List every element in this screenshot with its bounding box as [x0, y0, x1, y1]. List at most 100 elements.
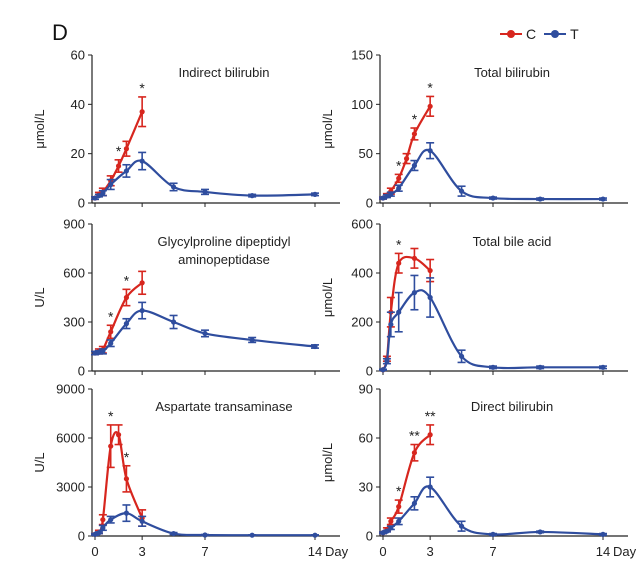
significance-marker: *	[427, 79, 433, 95]
data-point-c	[123, 294, 130, 301]
data-point-t	[108, 181, 114, 188]
data-point-c	[411, 255, 418, 261]
significance-marker: **	[409, 428, 420, 444]
data-point-t	[388, 525, 394, 531]
data-point-t	[202, 330, 208, 337]
data-point-t	[380, 367, 386, 373]
legend-label-c: C	[526, 26, 537, 42]
data-point-t	[170, 530, 177, 537]
data-point-c	[139, 280, 145, 286]
data-point-c	[108, 329, 114, 335]
y-tick-label: 0	[366, 529, 373, 544]
data-point-t	[108, 517, 114, 523]
data-point-t	[249, 337, 255, 343]
y-axis-label: μmol/L	[320, 443, 335, 482]
data-point-t	[411, 162, 418, 169]
data-point-t	[458, 188, 465, 194]
y-tick-label: 20	[71, 146, 85, 161]
y-tick-label: 30	[359, 480, 373, 495]
y-axis-label: μmol/L	[320, 278, 335, 317]
data-point-t	[427, 148, 433, 154]
data-point-t	[202, 532, 208, 538]
chart-title: Indirect bilirubin	[178, 65, 269, 80]
data-point-t	[170, 184, 177, 190]
data-point-c	[427, 432, 433, 438]
data-point-t	[396, 518, 402, 524]
significance-marker: *	[139, 80, 145, 96]
data-point-c	[115, 163, 122, 169]
x-tick-label: 14	[308, 544, 322, 559]
y-tick-label: 0	[366, 364, 373, 379]
data-point-c	[396, 504, 402, 510]
data-point-t	[427, 294, 433, 301]
data-point-t	[490, 364, 496, 370]
data-point-t	[384, 358, 390, 364]
data-point-c	[411, 450, 418, 456]
data-point-c	[100, 517, 106, 523]
chart-title: Glycylproline dipeptidyl	[158, 234, 291, 249]
data-point-t	[537, 364, 543, 370]
data-point-t	[312, 532, 318, 538]
data-point-t	[123, 168, 130, 174]
data-point-t	[202, 189, 208, 195]
chart-title: Aspartate transaminase	[155, 399, 292, 414]
data-point-c	[396, 175, 402, 181]
y-axis-label: U/L	[32, 452, 47, 472]
y-tick-label: 200	[351, 315, 373, 330]
data-point-t	[249, 193, 255, 199]
y-tick-label: 150	[351, 48, 373, 63]
significance-marker: *	[124, 449, 130, 465]
significance-marker: *	[124, 272, 130, 288]
y-tick-label: 0	[78, 364, 85, 379]
legend-swatch-t	[544, 30, 567, 38]
data-point-t	[100, 348, 106, 354]
legend-swatch-c	[500, 30, 522, 38]
chart-title: Direct bilirubin	[471, 399, 553, 414]
data-point-t	[537, 196, 543, 202]
chart-panel-2: 0 50 100 150 μmol/L Total bilirubin * * *	[320, 48, 628, 211]
legend-item-c: C	[500, 26, 536, 42]
series-line-c	[94, 281, 143, 355]
data-point-t	[96, 530, 102, 536]
y-tick-label: 6000	[56, 431, 85, 446]
data-point-c	[427, 267, 433, 274]
y-axis-label: U/L	[32, 287, 47, 307]
data-point-t	[600, 531, 606, 537]
data-point-t	[600, 196, 606, 202]
data-point-t	[139, 158, 145, 164]
chart-subtitle: aminopeptidase	[178, 252, 270, 267]
data-point-c	[388, 518, 394, 524]
data-point-t	[108, 340, 114, 346]
data-point-t	[490, 531, 496, 537]
y-tick-label: 400	[351, 266, 373, 281]
x-unit-label: Day	[325, 544, 349, 559]
y-tick-label: 100	[351, 97, 373, 112]
chart-panel-5: 0 3000 6000 9000 0 3 7 14 Day U/L Aspartate transa…	[32, 382, 349, 560]
x-tick-label: 3	[139, 544, 146, 559]
significance-marker: *	[396, 236, 402, 252]
y-axis-label: μmol/L	[320, 109, 335, 148]
data-point-t	[396, 309, 402, 315]
data-point-c	[139, 109, 145, 115]
data-point-t	[388, 191, 394, 197]
data-point-c	[411, 131, 418, 137]
data-point-t	[490, 195, 496, 201]
data-point-c	[427, 103, 433, 109]
y-tick-label: 3000	[56, 480, 85, 495]
series-line-t	[382, 289, 603, 371]
data-point-t	[411, 500, 418, 506]
x-tick-label: 0	[379, 544, 386, 559]
significance-marker: **	[425, 408, 436, 424]
significance-marker: *	[116, 143, 122, 159]
x-tick-label: 7	[201, 544, 208, 559]
y-tick-label: 9000	[56, 382, 85, 397]
significance-marker: *	[412, 111, 418, 127]
data-point-t	[537, 529, 543, 535]
chart-title: Total bilirubin	[474, 65, 550, 80]
data-point-t	[249, 532, 255, 538]
data-point-t	[396, 185, 402, 191]
x-tick-label: 14	[596, 544, 610, 559]
data-point-c	[123, 146, 130, 152]
data-point-t	[123, 321, 130, 327]
y-tick-label: 0	[78, 196, 85, 211]
